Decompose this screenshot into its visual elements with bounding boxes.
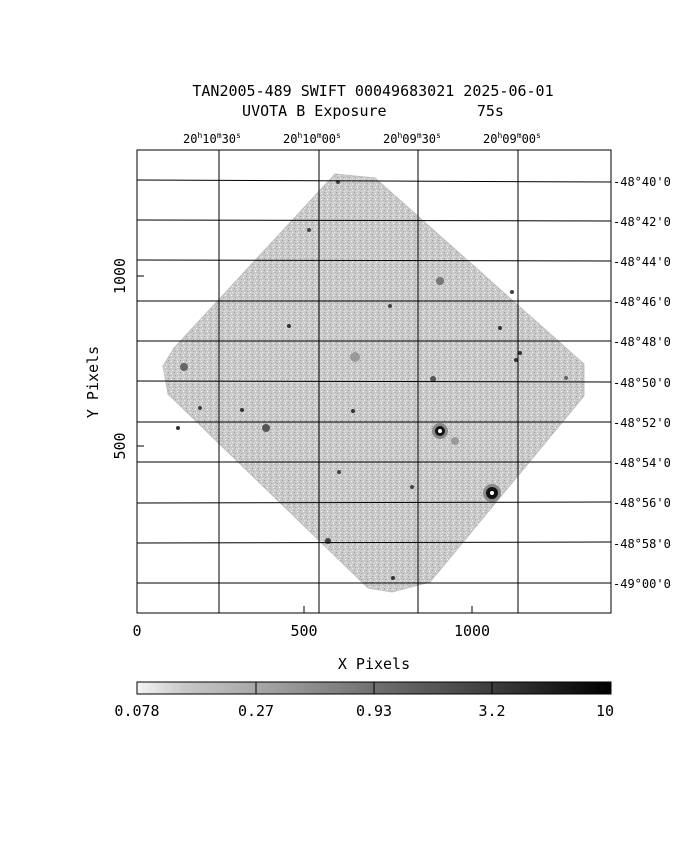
y-axis-label: Y Pixels [84,346,102,418]
dec-tick-label-1: -48°40'0 [613,175,671,189]
dec-tick-label-11: -49°00'0 [613,577,671,591]
colorbar-label-2: 0.27 [238,702,274,720]
colorbar-label-1: 0.078 [114,702,159,720]
ra-tick-label-1: 20h10m30s [183,131,241,146]
ra-tick-label-2: 20h10m00s [283,131,341,146]
sources [176,180,568,580]
x-tick-label-0: 0 [132,622,141,640]
colorbar-ticks [255,682,493,694]
dec-grid-lines [136,179,612,584]
ra-grid-lines [218,150,519,613]
dec-tick-label-4: -48°46'0 [613,295,671,309]
colorbar-label-4: 3.2 [478,702,505,720]
dec-tick-label-10: -48°58'0 [613,537,671,551]
dec-tick-label-6: -48°50'0 [613,376,671,390]
exposure-footprint [162,173,585,593]
dec-tick-label-8: -48°54'0 [613,456,671,470]
x-axis-label: X Pixels [338,655,410,673]
ra-tick-label-4: 20h09m00s [483,131,541,146]
x-tick-label-1000: 1000 [454,622,490,640]
pixel-ticks [136,275,473,613]
dec-tick-label-3: -48°44'0 [613,255,671,269]
y-tick-label-500: 500 [111,432,129,459]
y-tick-label-1000: 1000 [111,258,129,294]
colorbar-label-3: 0.93 [356,702,392,720]
dec-tick-label-5: -48°48'0 [613,335,671,349]
title-line-2: UVOTA B Exposure 75s [242,102,504,120]
ra-tick-label-3: 20h09m30s [383,131,441,146]
x-tick-label-500: 500 [290,622,317,640]
title-line-1: TAN2005-489 SWIFT 00049683021 2025-06-01 [192,82,554,100]
dec-tick-label-7: -48°52'0 [613,416,671,430]
dec-tick-label-2: -48°42'0 [613,215,671,229]
dec-tick-label-9: -48°56'0 [613,496,671,510]
colorbar-label-5: 10 [596,702,614,720]
